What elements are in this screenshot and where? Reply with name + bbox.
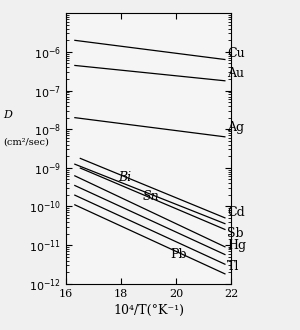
Text: (cm²/sec): (cm²/sec)	[3, 137, 49, 147]
Text: Cu: Cu	[227, 47, 244, 60]
Text: Pb: Pb	[170, 248, 187, 261]
Text: Bi: Bi	[118, 171, 131, 184]
Text: Hg: Hg	[227, 239, 246, 252]
X-axis label: 10⁴/T(°K⁻¹): 10⁴/T(°K⁻¹)	[113, 304, 184, 317]
Text: Cd: Cd	[227, 206, 244, 219]
Text: Tl: Tl	[227, 260, 239, 273]
Text: D: D	[3, 111, 12, 120]
Text: Sn: Sn	[143, 190, 160, 203]
Text: Au: Au	[227, 67, 244, 80]
Text: Sb: Sb	[227, 227, 244, 240]
Text: Ag: Ag	[227, 121, 244, 134]
